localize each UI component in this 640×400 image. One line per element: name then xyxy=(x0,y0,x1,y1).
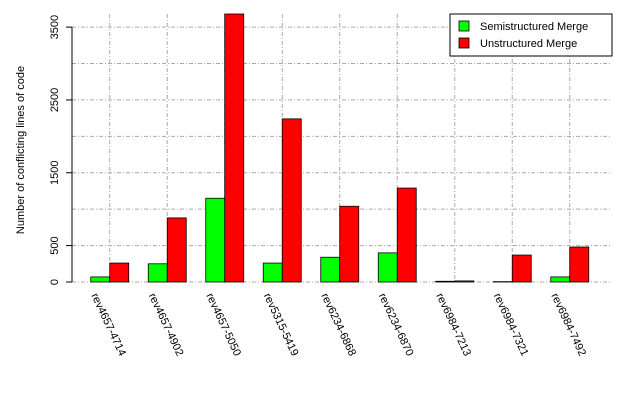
bar xyxy=(147,263,168,283)
bar xyxy=(224,13,245,283)
y-tick-label: 500 xyxy=(49,236,61,254)
bar xyxy=(205,197,226,283)
legend-box xyxy=(449,13,613,57)
x-tick-label: rev5315-5419 xyxy=(261,291,301,358)
legend-swatch xyxy=(458,37,470,49)
x-tick-label: rev4657-4714 xyxy=(88,291,128,358)
bar xyxy=(569,246,590,283)
bar xyxy=(511,254,532,283)
bar xyxy=(281,118,302,283)
bar xyxy=(90,276,111,283)
y-tick-label: 1500 xyxy=(49,161,61,185)
bar xyxy=(435,280,456,283)
bar xyxy=(166,217,187,283)
y-tick-label: 3500 xyxy=(49,15,61,39)
x-tick-label: rev6984-7321 xyxy=(491,291,531,358)
bar xyxy=(396,187,417,283)
bar xyxy=(320,256,341,283)
bar xyxy=(109,262,130,283)
legend: Semistructured Merge Unstructured Merge xyxy=(449,13,613,57)
x-tick-label: rev6234-6868 xyxy=(318,291,358,358)
y-axis-label: Number of conflicting lines of code xyxy=(15,66,27,234)
legend-label: Semistructured Merge xyxy=(480,21,588,33)
x-tick-label: rev6984-7213 xyxy=(433,291,473,358)
bar xyxy=(377,252,398,283)
x-tick-label: rev4657-4902 xyxy=(146,291,186,358)
legend-label: Unstructured Merge xyxy=(480,38,577,50)
bar xyxy=(339,205,360,283)
bar xyxy=(550,276,571,283)
bar xyxy=(454,280,475,283)
legend-swatch xyxy=(458,20,470,32)
x-tick-label: rev4657-5050 xyxy=(203,291,243,358)
bar xyxy=(262,262,283,283)
y-tick-label: 2500 xyxy=(49,88,61,112)
x-tick-label: rev6984-7492 xyxy=(548,291,588,358)
y-tick-label: 0 xyxy=(49,279,61,285)
x-tick-label: rev6234-6870 xyxy=(376,291,416,358)
